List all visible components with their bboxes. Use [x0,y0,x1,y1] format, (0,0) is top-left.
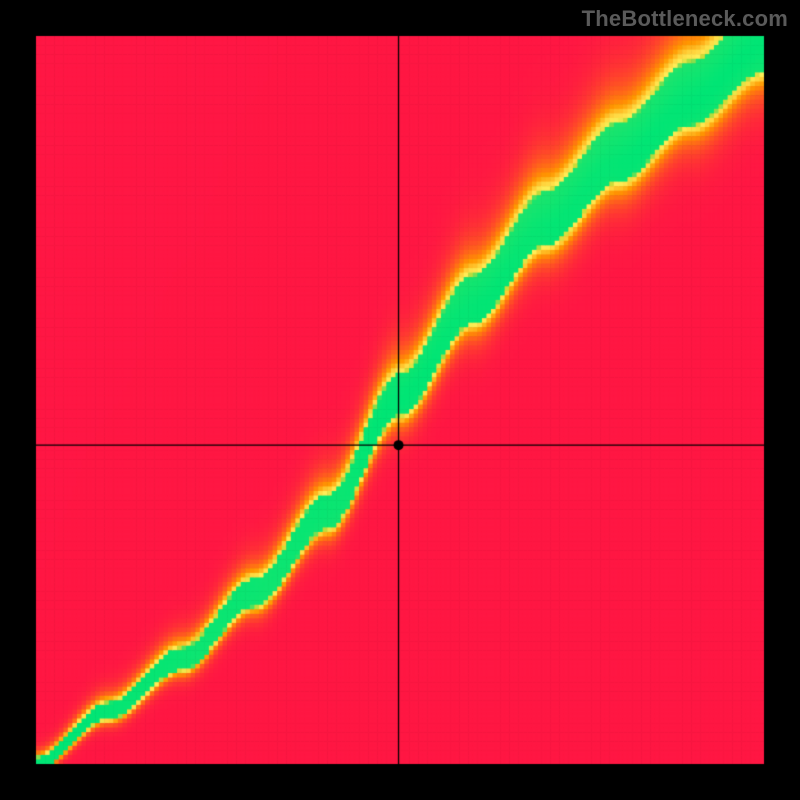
watermark-text: TheBottleneck.com [582,6,788,32]
chart-container: TheBottleneck.com [0,0,800,800]
heatmap-canvas [0,0,800,800]
